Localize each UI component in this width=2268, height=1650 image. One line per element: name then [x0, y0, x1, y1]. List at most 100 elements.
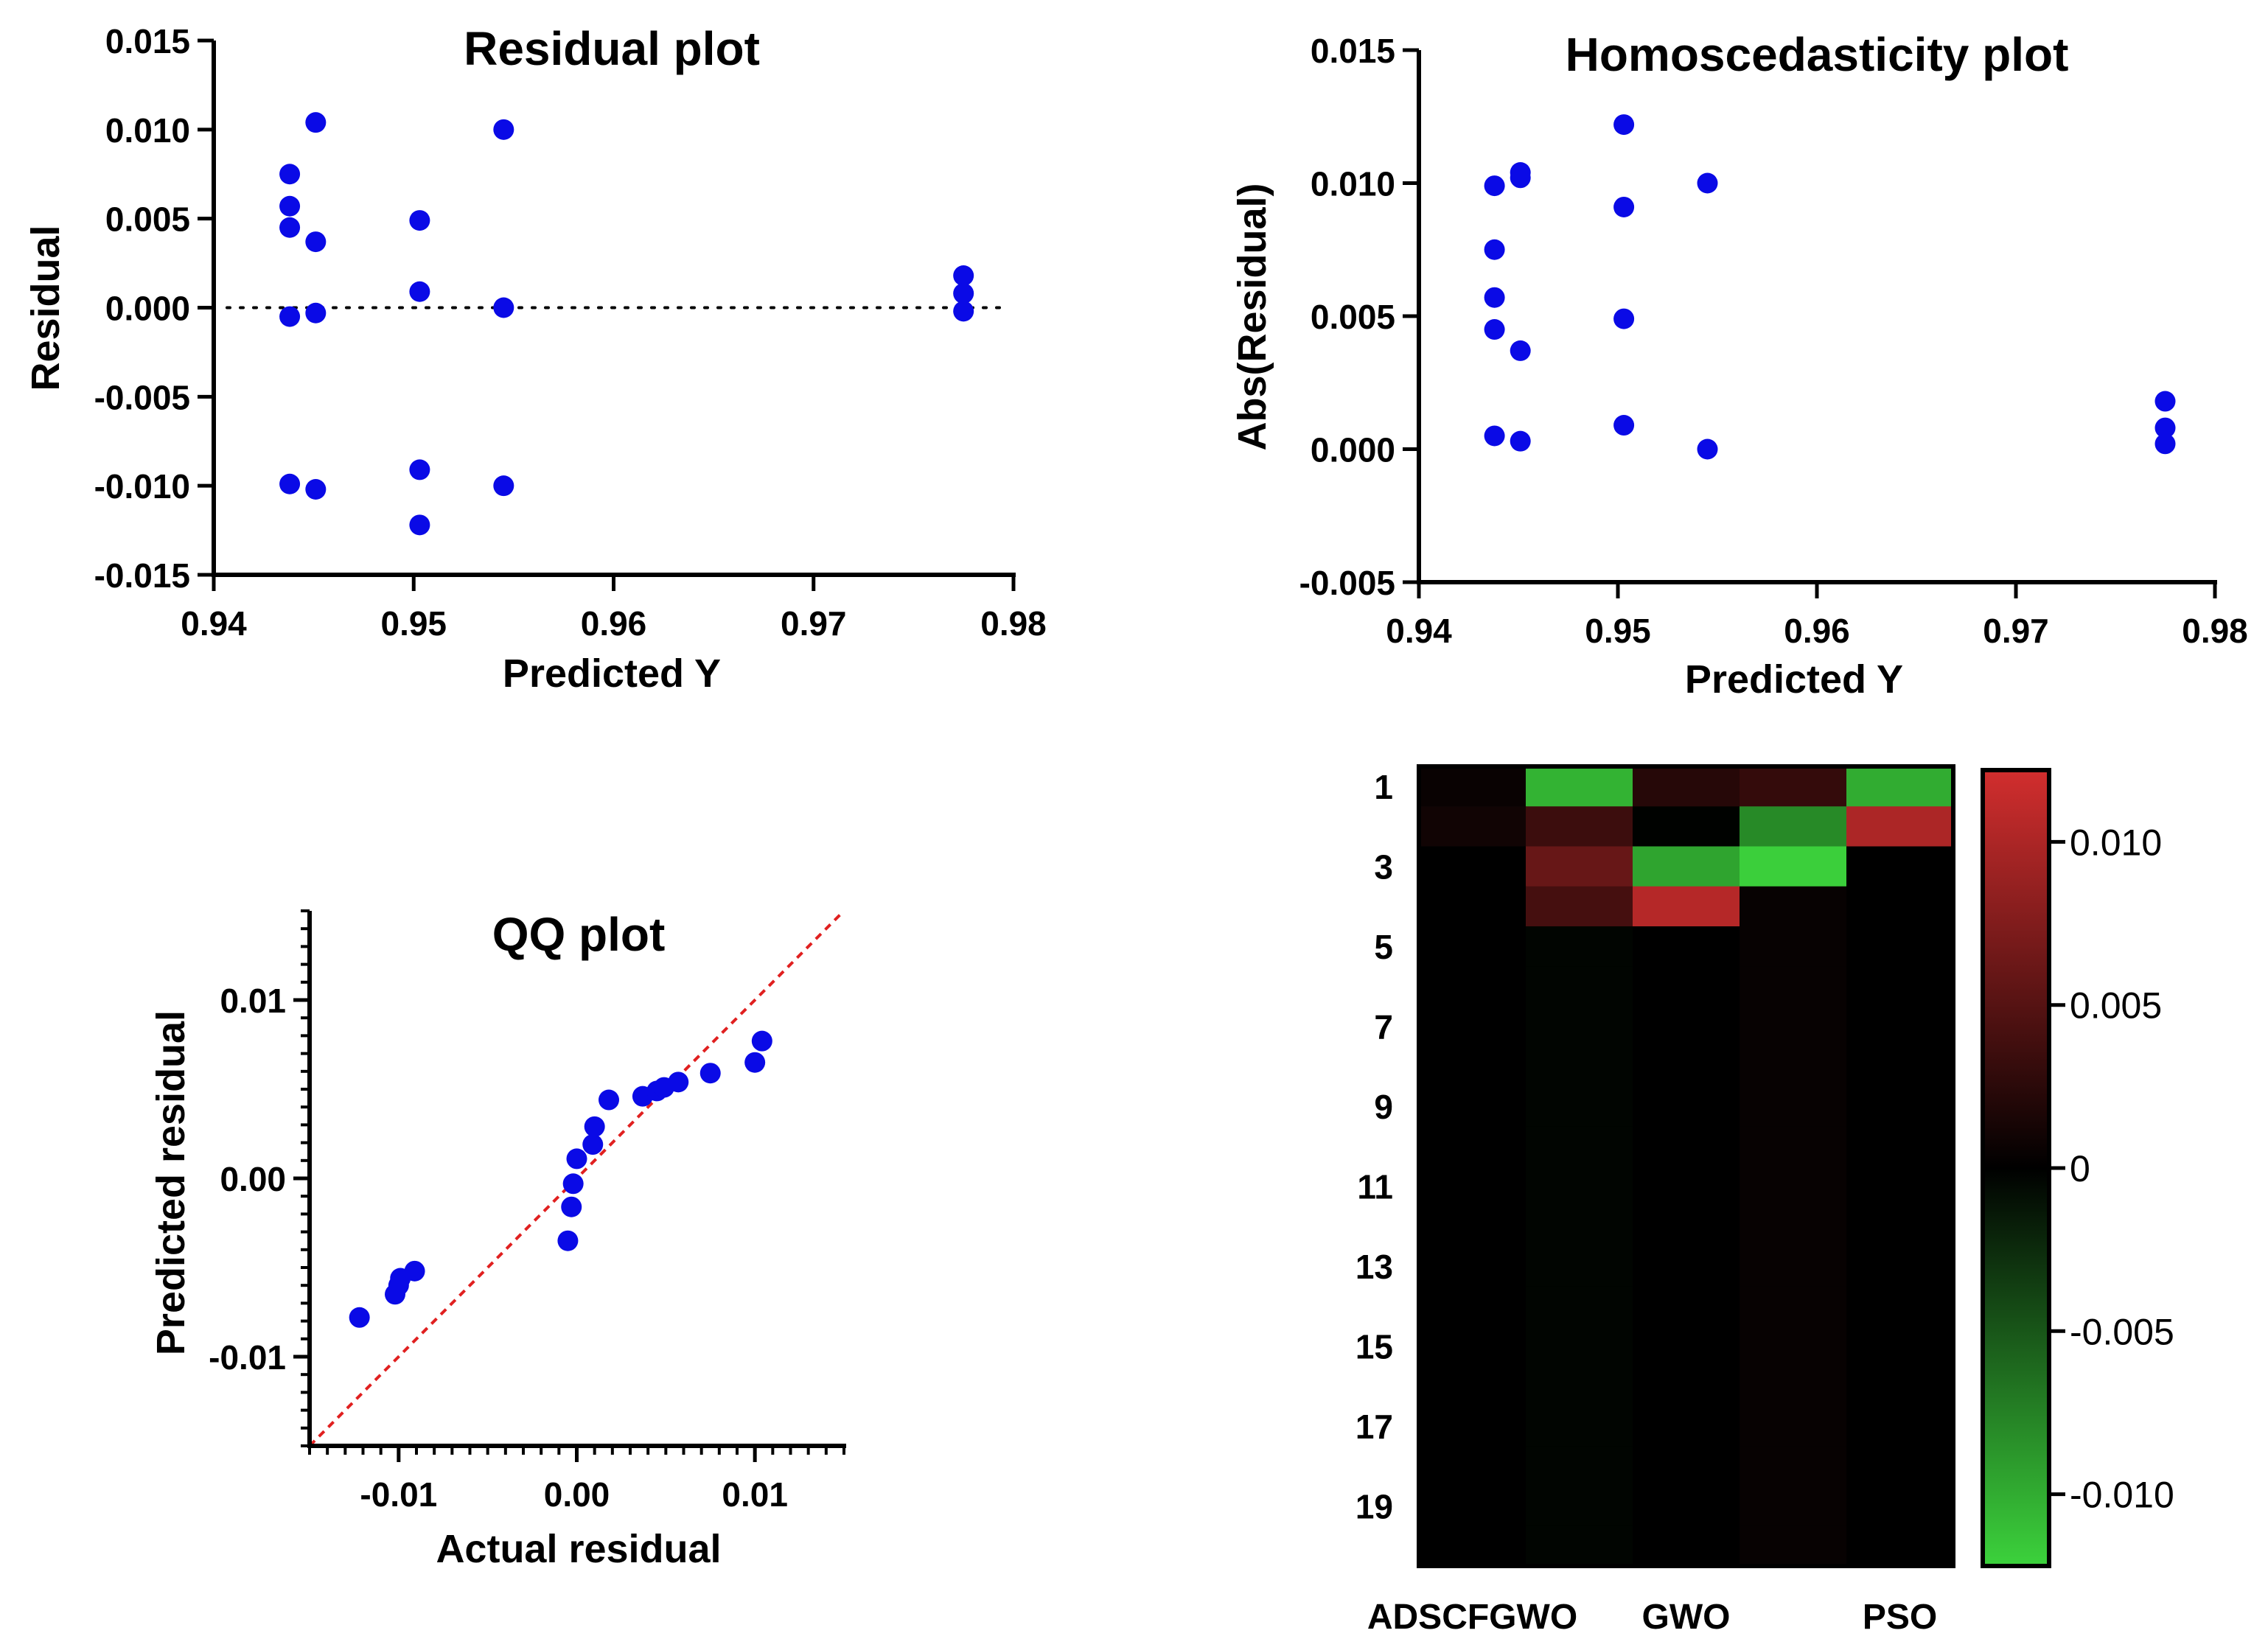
heatmap-cell — [1846, 1086, 1954, 1127]
y-tick-label: -0.005 — [94, 378, 190, 416]
y-tick-label: 0.00 — [220, 1160, 286, 1198]
colorbar-tick-label: -0.010 — [2070, 1475, 2174, 1516]
y-tick-label: -0.010 — [94, 467, 190, 506]
data-point — [699, 1063, 721, 1084]
heatmap-cell — [1846, 1046, 1954, 1087]
heatmap-cell — [1526, 1246, 1633, 1287]
heatmap-cell — [1419, 1126, 1526, 1167]
data-point — [493, 297, 514, 318]
data-point — [1510, 430, 1531, 452]
data-point — [1613, 114, 1635, 136]
data-point — [305, 302, 327, 324]
colorbar-tick-label: 0.010 — [2070, 822, 2162, 863]
residual-plot: Residual plot -0.015 -0.010 -0.005 0.000 0.0… — [24, 22, 1047, 696]
x-tick-label: 0.97 — [1983, 612, 2049, 650]
heatmap-cell — [1740, 926, 1847, 967]
heatmap-cell — [1740, 1046, 1847, 1087]
qq-y-axis-label: Predicted residual — [149, 1010, 193, 1355]
heatmap-cell — [1633, 1046, 1740, 1087]
data-point — [409, 210, 430, 231]
qq-x-axis-label: Actual residual — [436, 1527, 721, 1571]
x-tick-label: 0.94 — [181, 604, 247, 643]
heatmap-cell — [1419, 886, 1526, 927]
data-point — [953, 301, 974, 322]
heatmap-cell — [1633, 1086, 1740, 1127]
heatmap-cell — [1526, 1525, 1633, 1567]
heatmap-cell — [1419, 766, 1526, 807]
colorbar-tick-label: 0.005 — [2070, 985, 2162, 1027]
heatmap-cell — [1633, 1446, 1740, 1487]
heatmap-cell — [1846, 1406, 1954, 1447]
heatmap-cell — [1633, 1126, 1740, 1167]
heatmap-cell — [1740, 1406, 1847, 1447]
heatmap-cell — [1633, 1525, 1740, 1567]
heatmap-column-labels: ADSCFGWO GWO PSO — [1367, 1598, 1937, 1637]
y-tick-label: 0.005 — [105, 200, 190, 239]
heatmap-cell — [1633, 1286, 1740, 1327]
heatmap-row-label: 5 — [1374, 928, 1393, 966]
data-point — [1484, 425, 1505, 447]
heatmap-frame — [1417, 764, 1955, 1568]
data-point — [1613, 415, 1635, 436]
data-point — [599, 1089, 619, 1111]
heatmap-cell — [1846, 806, 1954, 847]
heatmap-cell — [1419, 1166, 1526, 1207]
heatmap-cell — [1740, 1006, 1847, 1047]
heatmap-cell — [1526, 1326, 1633, 1367]
heatmap-cell — [1740, 1286, 1847, 1327]
heatmap-cell — [1740, 1525, 1847, 1567]
heatmap-cell — [1846, 1446, 1954, 1487]
heatmap-cell — [1740, 1086, 1847, 1127]
colorbar-tick-label: -0.005 — [2070, 1311, 2174, 1352]
heatmap-cells — [1419, 766, 1954, 1567]
heatmap-column-label: ADSCFGWO — [1367, 1598, 1577, 1637]
data-point — [566, 1148, 587, 1170]
heatmap-cell — [1846, 1326, 1954, 1367]
x-tick-label: -0.01 — [360, 1475, 437, 1514]
data-point — [668, 1072, 689, 1093]
heatmap-cell — [1419, 1206, 1526, 1247]
heatmap-row-label: 19 — [1355, 1488, 1393, 1526]
data-point — [1510, 162, 1531, 183]
heatmap-cell — [1419, 1486, 1526, 1527]
heatmap-cell — [1846, 1006, 1954, 1047]
data-point — [409, 459, 430, 480]
heatmap-cell — [1740, 1246, 1847, 1287]
heatmap-cell — [1846, 886, 1954, 927]
data-point — [953, 283, 974, 304]
data-point — [279, 217, 301, 238]
data-point — [562, 1173, 584, 1195]
heatmap-cell — [1740, 1366, 1847, 1407]
heatmap-row-label: 17 — [1355, 1408, 1393, 1446]
data-point — [2154, 433, 2176, 455]
residual-y-axis-label: Residual — [24, 225, 68, 391]
data-point — [953, 265, 974, 286]
homoscedasticity-plot: Homoscedasticity plot -0.005 0.000 0.005 0.… — [1230, 28, 2248, 702]
heatmap-row-label: 15 — [1355, 1328, 1393, 1366]
heatmap-cell — [1740, 886, 1847, 927]
data-point — [1484, 287, 1505, 308]
homoscedasticity-points — [1484, 114, 2176, 460]
data-point — [493, 119, 514, 140]
heatmap-column-label: GWO — [1642, 1598, 1731, 1637]
heatmap-cell — [1526, 1446, 1633, 1487]
data-point — [1510, 340, 1531, 361]
heatmap-cell — [1526, 1126, 1633, 1167]
heatmap-cell — [1633, 806, 1740, 847]
heatmap-cell — [1846, 1286, 1954, 1327]
heatmap-cell — [1419, 1326, 1526, 1367]
data-point — [279, 306, 301, 327]
heatmap-cell — [1740, 1166, 1847, 1207]
residual-x-axis-label: Predicted Y — [503, 651, 721, 696]
heatmap-cell — [1419, 1046, 1526, 1087]
residual-x-ticks: 0.94 0.95 0.96 0.97 0.98 — [181, 575, 1047, 643]
qq-plot-title: QQ plot — [492, 908, 666, 961]
y-tick-label: 0.010 — [105, 111, 190, 150]
heatmap-cell — [1419, 926, 1526, 967]
x-tick-label: 0.95 — [1585, 612, 1651, 650]
data-point — [404, 1260, 425, 1282]
x-tick-label: 0.94 — [1386, 612, 1452, 650]
data-point — [493, 475, 514, 497]
heatmap-cell — [1846, 1206, 1954, 1247]
